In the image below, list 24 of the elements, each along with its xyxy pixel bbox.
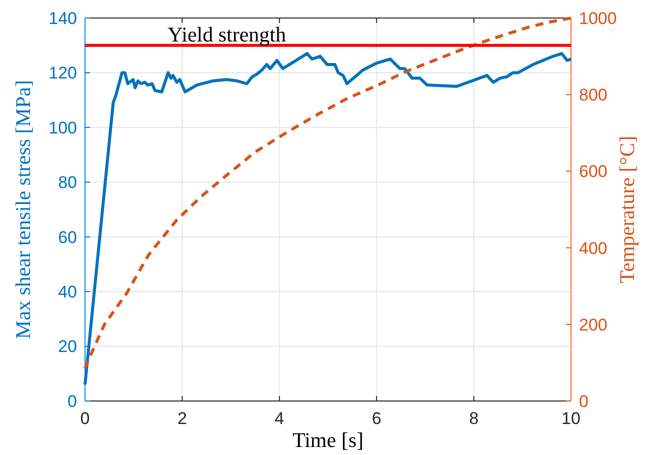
y2-tick-label: 1000: [579, 8, 617, 28]
y-tick-label: 100: [48, 118, 77, 138]
y2-tick-label: 400: [579, 238, 608, 258]
y2-axis-title: Temperature [°C]: [615, 136, 639, 284]
x-axis-title: Time [s]: [292, 428, 364, 452]
y2-tick-label: 0: [579, 392, 588, 411]
x-tick-label: 8: [469, 409, 479, 428]
x-tick-label: 2: [177, 409, 187, 428]
y-tick-label: 120: [48, 64, 77, 83]
y-tick-label: 60: [58, 228, 77, 247]
y-tick-label: 80: [58, 173, 77, 192]
y2-tick-label: 600: [579, 162, 608, 182]
x-tick-label: 10: [562, 409, 580, 428]
ref-line-label: Yield strength: [168, 22, 287, 46]
y-tick-label: 20: [58, 337, 77, 356]
y-axis-title: Max shear tensile stress [MPa]: [11, 80, 35, 339]
y-tick-label: 140: [48, 8, 77, 28]
y-tick-label: 0: [68, 392, 77, 411]
x-tick-label: 0: [80, 409, 90, 428]
x-tick-label: 4: [274, 409, 284, 428]
y-tick-label: 40: [58, 282, 77, 302]
y2-tick-label: 800: [579, 86, 608, 105]
x-tick-label: 6: [372, 409, 382, 428]
y2-tick-label: 200: [579, 315, 608, 334]
